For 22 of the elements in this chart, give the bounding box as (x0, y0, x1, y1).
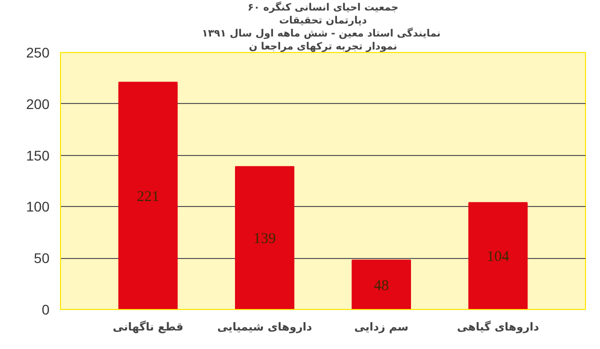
y-tick-label: 250 (26, 44, 50, 60)
bar (235, 166, 294, 310)
x-tick-label: داروهای شیمیایی (217, 320, 312, 334)
y-tick-label: 100 (26, 198, 50, 215)
text: نمایندگی استاد معین - شش ماهه اول سال ۱۳۹۱ (202, 28, 441, 40)
y-tick-label: 50 (34, 250, 50, 266)
data-label: 48 (374, 278, 389, 294)
text: دپارتمان تحقیقات (279, 16, 367, 26)
chart-title: جمعیت احیای انسانی کنگره ۶۰ (248, 0, 398, 14)
data-label: 221 (136, 188, 160, 205)
data-label: 139 (253, 231, 276, 248)
x-tick-label: داروهای گیاهی (456, 320, 540, 334)
bar (118, 82, 178, 310)
text: نمودار تجربه ترکهای مراجعا ن (248, 42, 398, 52)
y-tick-label: 200 (26, 96, 50, 112)
bar (352, 260, 411, 310)
x-tick-label: قطع ناگهانی (112, 320, 184, 334)
x-tick-label: سم زدایی (354, 320, 408, 334)
data-label: 104 (486, 249, 510, 266)
y-tick-label: 150 (26, 147, 50, 164)
bar (468, 202, 528, 310)
y-tick-label: 0 (42, 302, 50, 318)
